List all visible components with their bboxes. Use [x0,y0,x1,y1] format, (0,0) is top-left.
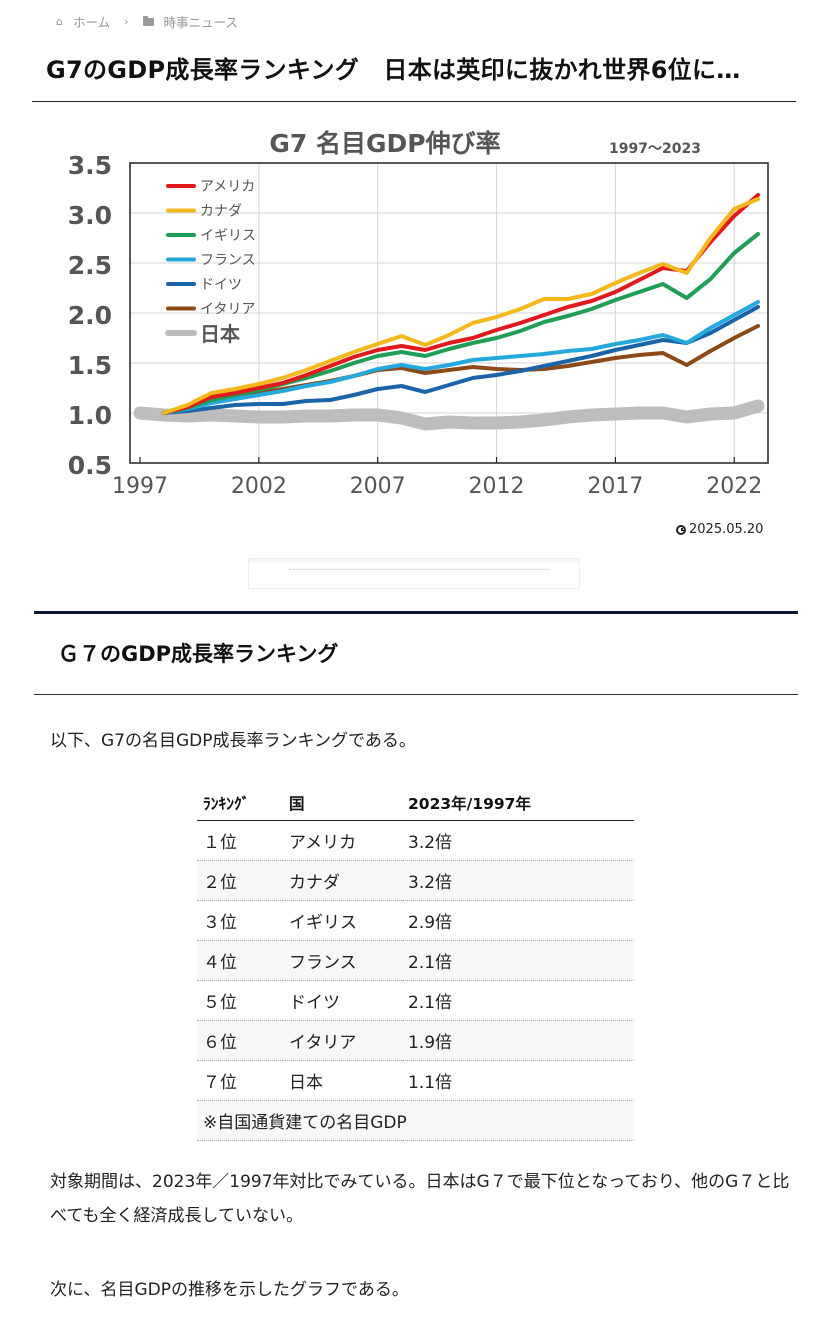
chart-title: G7 名目GDP伸び率 [269,129,500,158]
chart-subtitle: 1997〜2023 [609,141,701,157]
chevron-right-icon: › [124,15,129,28]
breadcrumb-category-link[interactable]: 時事ニュース [163,15,238,30]
header-ratio: 2023年/1997年 [402,785,634,821]
legend-label: アメリカ [200,179,255,195]
table-row: ６位 イタリア 1.9倍 [197,1020,634,1061]
x-tick-label: 1997 [112,474,168,499]
table-note-row: ※自国通貨建ての名目GDP [197,1100,634,1141]
x-tick-label: 2007 [350,474,406,499]
series-line-2 [161,197,760,415]
clock-icon [676,524,686,535]
series-line-1 [161,193,760,415]
header-country: 国 [283,785,402,821]
table-row: ７位 日本 1.1倍 [197,1060,634,1101]
ratio-cell: 2.9倍 [402,900,634,941]
legend-label: カナダ [200,204,242,220]
rank-cell: ３位 [197,900,283,941]
y-tick-label: 1.5 [68,351,112,380]
intro-paragraph: 以下、G7の名目GDP成長率ランキングである。 [50,731,416,751]
y-tick-label: 2.0 [68,301,112,330]
legend-label: フランス [200,253,256,269]
ratio-cell: 1.9倍 [402,1020,634,1061]
series-line-7 [133,399,765,431]
ratio-cell: 3.2倍 [402,860,634,901]
ad-topbar [249,559,579,563]
ratio-cell: 2.1倍 [402,980,634,1021]
table-note: ※自国通貨建ての名目GDP [197,1100,634,1141]
x-tick-label: 2022 [706,474,762,499]
y-tick-label: 3.5 [68,151,112,180]
next-graph-paragraph: 次に、名目GDPの推移を示したグラフである。 [50,1280,409,1300]
ratio-cell: 3.2倍 [402,820,634,861]
legend-label: ドイツ [200,277,242,293]
table-row: １位 アメリカ 3.2倍 [197,820,634,861]
header-rank: ﾗﾝｷﾝｸﾞ [197,785,283,821]
y-tick-labels: 0.5 1.0 1.5 2.0 2.5 3.0 3.5 [68,151,112,480]
y-tick-label: 3.0 [68,201,112,230]
table-header-row: ﾗﾝｷﾝｸﾞ 国 2023年/1997年 [197,785,634,821]
x-tick-label: 2012 [469,474,525,499]
rank-cell: １位 [197,820,283,861]
country-cell: 日本 [283,1060,402,1101]
country-cell: イギリス [283,900,402,941]
y-tick-label: 2.5 [68,251,112,280]
section-bottom-border [34,694,798,695]
post-date: 2025.05.20 [676,522,763,537]
rank-cell: ５位 [197,980,283,1021]
chart-svg: 0.5 1.0 1.5 2.0 2.5 3.0 3.5 1997 2002 2007 2012 20… [68,129,769,499]
section-heading: Ｇ７のGDP成長率ランキング [58,642,339,666]
table-row: ２位 カナダ 3.2倍 [197,860,634,901]
folder-icon [142,15,154,26]
legend-label: イギリス [200,228,256,244]
table-row: ３位 イギリス 2.9倍 [197,900,634,941]
table-row: ４位 フランス 2.1倍 [197,940,634,981]
period-paragraph: 対象期間は、2023年／1997年対比でみている。日本はG７で最下位となっており… [50,1172,790,1226]
country-cell: ドイツ [283,980,402,1021]
ranking-table: ﾗﾝｷﾝｸﾞ 国 2023年/1997年 １位 アメリカ 3.2倍 ２位 カナダ 3.2… [197,785,634,1141]
breadcrumb-home-link[interactable]: ホーム [72,15,111,30]
chart-lines [133,193,765,431]
ad-dotted-line [289,569,549,570]
x-tick-labels: 1997 2002 2007 2012 2017 2022 [112,474,762,499]
ratio-cell: 2.1倍 [402,940,634,981]
series-line-5 [161,305,760,415]
home-icon: ⌂ [56,15,63,28]
article-title: G7のGDP成長率ランキング 日本は英印に抜かれ世界6位に… [46,56,741,84]
country-cell: フランス [283,940,402,981]
x-tick-label: 2002 [231,474,287,499]
legend-label: イタリア [200,302,255,318]
country-cell: アメリカ [283,820,402,861]
ad-placeholder[interactable] [248,558,580,589]
x-tick-label: 2017 [587,474,643,499]
y-tick-label: 1.0 [68,401,112,430]
section-top-border [34,611,798,614]
post-date-text: 2025.05.20 [689,522,764,537]
rank-cell: ６位 [197,1020,283,1061]
ratio-cell: 1.1倍 [402,1060,634,1101]
gdp-growth-chart: 0.5 1.0 1.5 2.0 2.5 3.0 3.5 1997 2002 2007 2012 20… [60,120,780,520]
rank-cell: ４位 [197,940,283,981]
rank-cell: ７位 [197,1060,283,1101]
breadcrumb: ⌂ ホーム › 時事ニュース [56,12,238,31]
title-divider [32,101,796,102]
plot-frame [129,162,769,464]
legend-label: 日本 [200,322,240,346]
table-row: ５位 ドイツ 2.1倍 [197,980,634,1021]
y-tick-label: 0.5 [68,451,112,480]
country-cell: カナダ [283,860,402,901]
country-cell: イタリア [283,1020,402,1061]
rank-cell: ２位 [197,860,283,901]
series-line-4 [161,300,760,415]
